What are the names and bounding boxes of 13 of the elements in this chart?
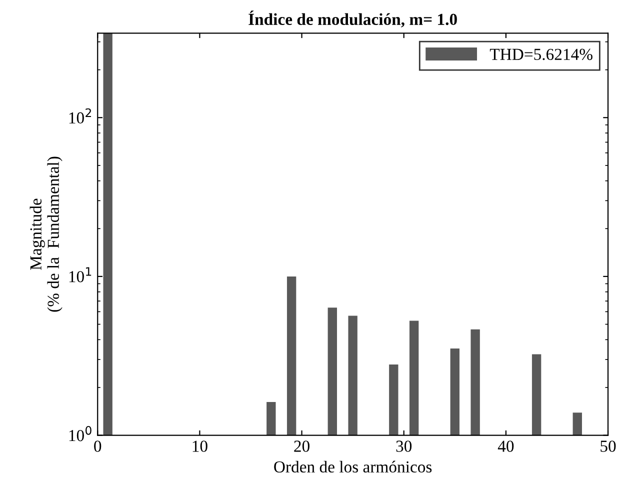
x-tick-label: 0	[94, 440, 102, 452]
y-tick-label: 10$^{1}$	[69, 267, 92, 282]
x-tick-label: 10	[192, 440, 208, 452]
x-tick-label: 40	[498, 440, 514, 452]
y-axis-title: Magnitude (% de la Fundamental)	[30, 156, 62, 312]
y-tick-label: 10$^{2}$	[69, 108, 91, 124]
y-tick-label: 10$^{0}$	[69, 426, 92, 442]
x-axis-title: Orden de los armónicos	[274, 460, 432, 473]
legend-label: THD=5.6214%	[490, 48, 592, 60]
x-tick-label: 30	[396, 440, 412, 452]
x-tick-label: 50	[600, 440, 616, 452]
chart-title: Índice de modulación, m= 1.0	[248, 10, 457, 28]
x-tick-label: 20	[294, 440, 310, 452]
